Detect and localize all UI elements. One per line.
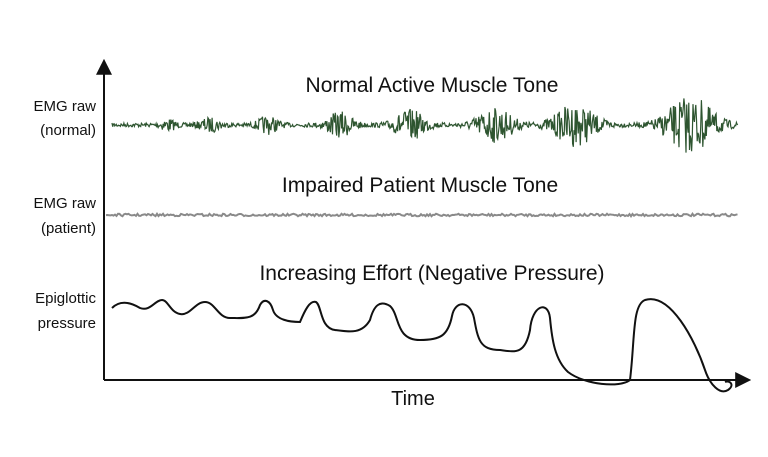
row-label: EMG raw: [33, 98, 96, 115]
caption: Impaired Patient Muscle Tone: [282, 174, 558, 197]
pressure-trace: [111, 298, 733, 393]
row-label: EMG raw: [33, 195, 96, 212]
row-label: pressure: [38, 315, 96, 332]
row-label: (patient): [41, 220, 96, 237]
row-label: (normal): [40, 122, 96, 139]
caption: Increasing Effort (Negative Pressure): [259, 262, 604, 285]
caption: Normal Active Muscle Tone: [306, 74, 559, 97]
emg-patient-trace: [105, 211, 738, 218]
emg-normal-trace: [111, 98, 739, 153]
row-label: Epiglottic: [35, 290, 96, 307]
x-axis-label: Time: [391, 388, 435, 410]
